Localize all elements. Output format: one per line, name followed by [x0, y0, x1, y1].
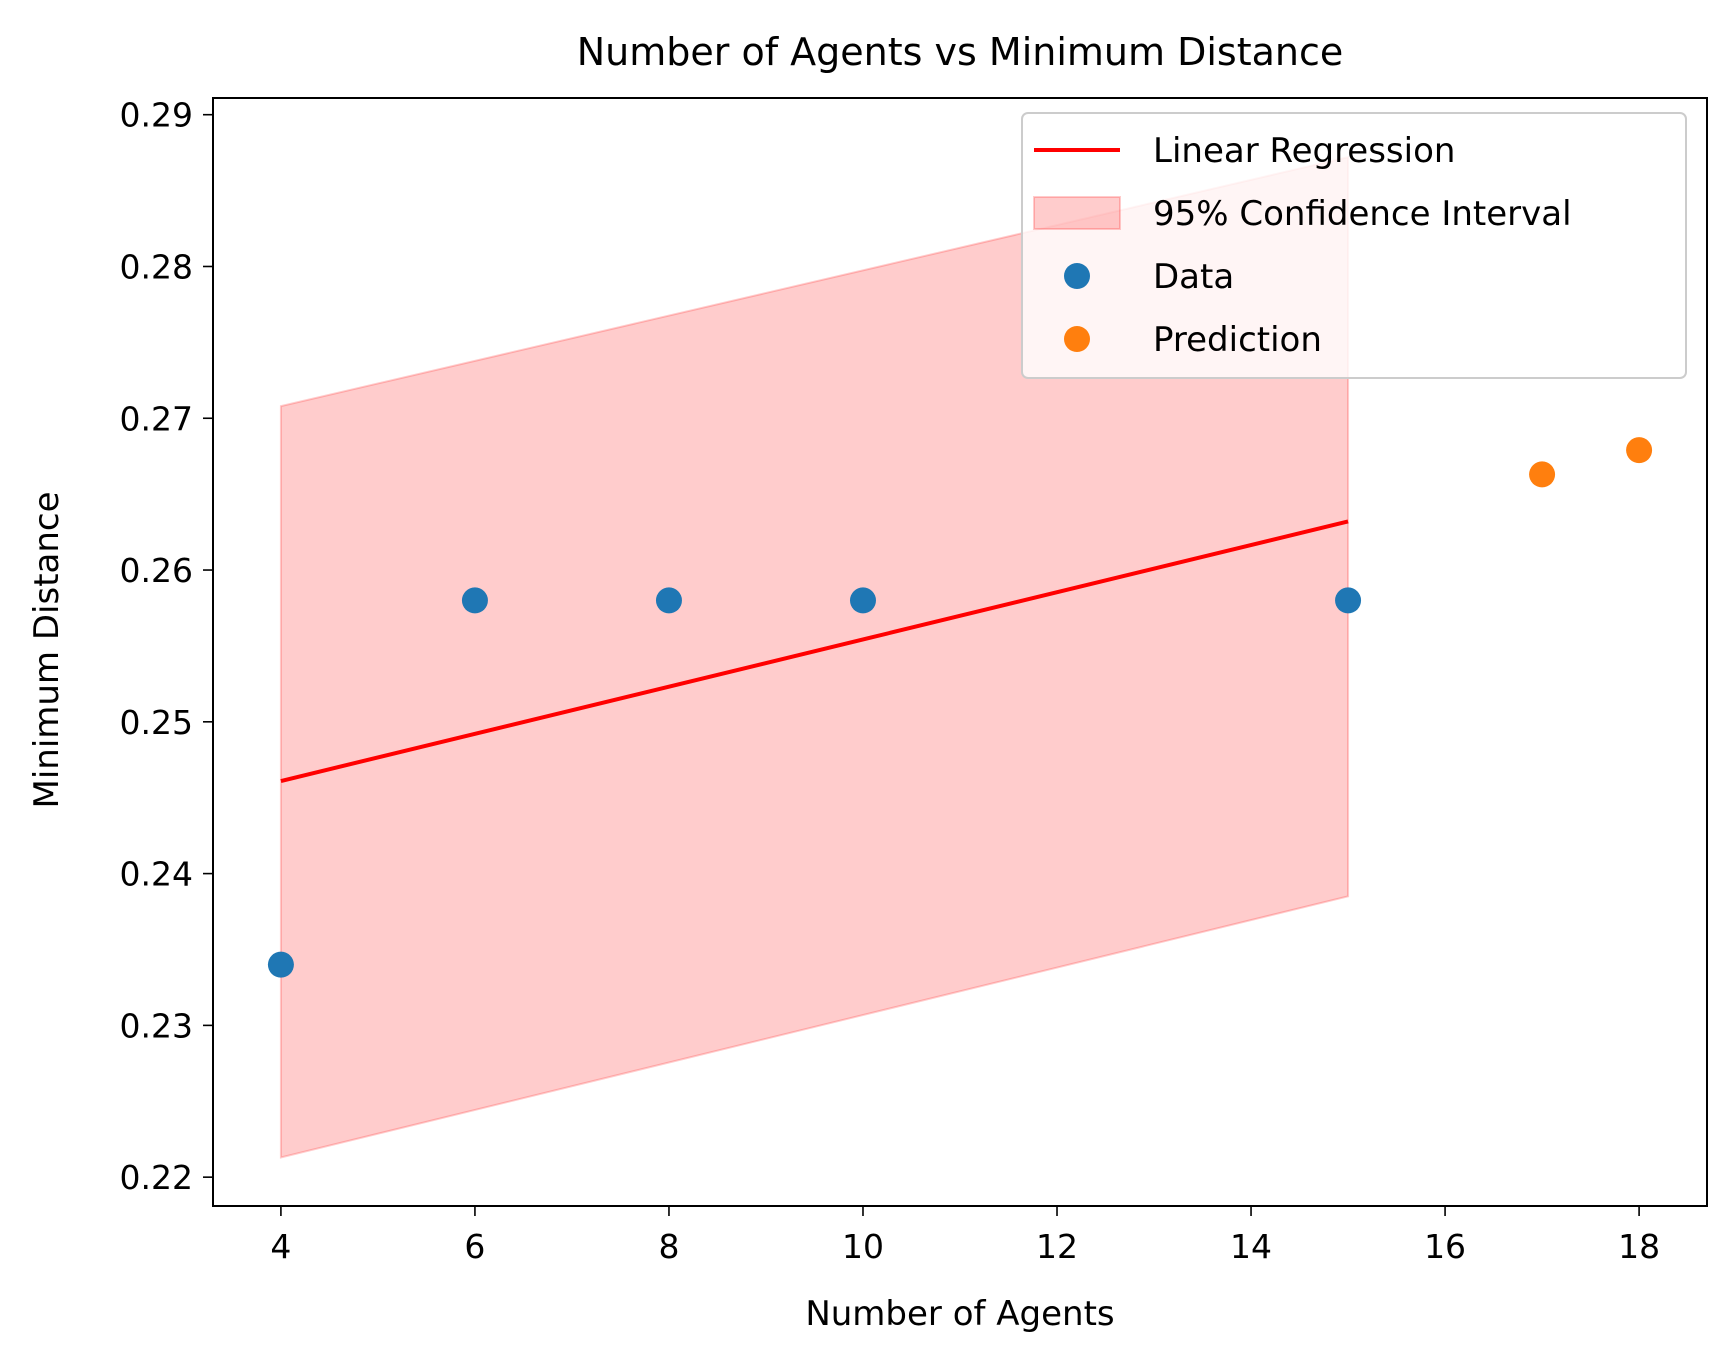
regression-line-layer — [280, 519, 1349, 783]
x-tick-label: 8 — [658, 1227, 679, 1266]
y-tick-label: 0.27 — [120, 399, 193, 438]
y-tick-label: 0.29 — [120, 96, 193, 135]
legend-box — [1021, 112, 1687, 379]
y-tick-label: 0.23 — [120, 1006, 193, 1045]
confidence-band-layer — [279, 155, 1350, 1159]
x-axis: 4 6 8 10 12 14 16 18 — [270, 1206, 1660, 1266]
y-axis: 0.22 0.23 0.24 0.25 0.26 0.27 0.28 0.29 — [120, 96, 213, 1197]
legend-label-linear-regression: Linear Regression — [1153, 131, 1455, 171]
regression-line — [280, 519, 1349, 783]
legend-swatch-prediction — [1064, 326, 1090, 352]
y-axis-label: Minimum Distance — [27, 491, 67, 808]
data-point — [849, 587, 876, 614]
x-tick-label: 16 — [1424, 1227, 1466, 1266]
data-point — [267, 951, 294, 978]
x-tick-label: 18 — [1618, 1227, 1660, 1266]
legend-label-95-confidence-interval: 95% Confidence Interval — [1153, 194, 1572, 234]
prediction-point — [1529, 461, 1556, 488]
legend-label-data: Data — [1153, 257, 1234, 297]
points-layer — [267, 437, 1653, 978]
legend-swatch-data — [1064, 263, 1090, 289]
y-tick-label: 0.28 — [120, 247, 193, 286]
data-point — [1335, 587, 1362, 614]
x-axis-label: Number of Agents — [805, 1294, 1114, 1334]
y-tick-label: 0.24 — [120, 855, 193, 894]
confidence-band — [279, 155, 1350, 1159]
y-tick-label: 0.26 — [120, 551, 193, 590]
chart-title: Number of Agents vs Minimum Distance — [577, 30, 1344, 74]
x-tick-label: 12 — [1036, 1227, 1078, 1266]
data-point — [461, 587, 488, 614]
legend-label-prediction: Prediction — [1153, 320, 1322, 360]
legend-swatch-95-confidence-interval — [1033, 196, 1121, 230]
prediction-point — [1626, 437, 1653, 464]
legend: Linear Regression 95% Confidence Interval… — [1021, 112, 1687, 379]
x-tick-label: 6 — [464, 1227, 485, 1266]
data-point — [655, 587, 682, 614]
x-tick-label: 4 — [270, 1227, 291, 1266]
x-tick-label: 10 — [842, 1227, 884, 1266]
x-tick-label: 14 — [1230, 1227, 1272, 1266]
y-tick-label: 0.25 — [120, 703, 193, 742]
plot-frame — [212, 97, 1708, 1207]
y-tick-label: 0.22 — [120, 1158, 193, 1197]
